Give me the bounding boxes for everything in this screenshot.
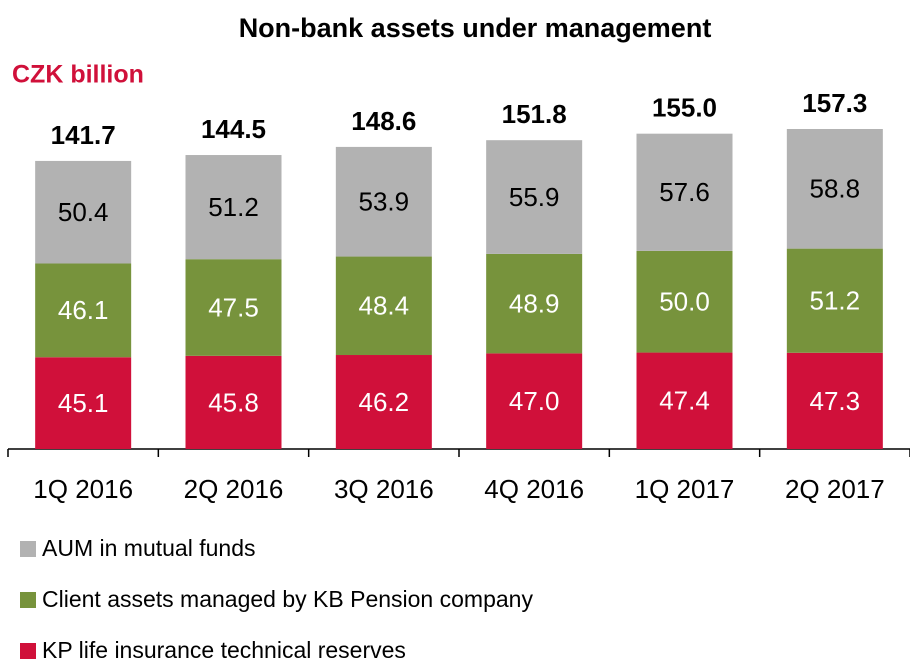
bar-segment	[636, 250, 733, 353]
bar-segment	[636, 133, 733, 251]
segment-label: 46.1	[58, 295, 109, 325]
segment-label: 46.2	[359, 387, 410, 417]
bar-segment	[786, 248, 883, 353]
chart-subtitle: CZK billion	[12, 61, 144, 89]
segment-label: 55.9	[509, 182, 560, 212]
legend-swatch	[20, 643, 36, 659]
total-label: 155.0	[652, 93, 717, 123]
bar-segment	[486, 253, 583, 354]
segment-label: 50.0	[659, 287, 710, 317]
segment-label: 48.4	[359, 291, 410, 321]
legend-swatch	[20, 592, 36, 608]
bar-segment	[486, 140, 583, 254]
legend-label: Client assets managed by KB Pension comp…	[42, 586, 533, 612]
segment-label: 51.2	[810, 286, 861, 316]
total-label: 151.8	[502, 99, 567, 129]
bar-segment	[335, 355, 432, 449]
bar-segment	[35, 357, 132, 449]
bar-segment	[185, 355, 282, 449]
x-tick-label: 2Q 2017	[785, 474, 885, 504]
bar-segment	[185, 155, 282, 260]
segment-label: 47.5	[208, 292, 259, 322]
total-label: 141.7	[51, 120, 116, 150]
x-tick-label: 2Q 2016	[184, 474, 284, 504]
segment-label: 50.4	[58, 197, 109, 227]
segment-label: 57.6	[659, 177, 710, 207]
bar-segment	[335, 256, 432, 356]
bar-segment	[486, 353, 583, 449]
legend-label: KP life insurance technical reserves	[42, 637, 406, 660]
segment-label: 45.1	[58, 388, 109, 418]
segment-label: 47.0	[509, 386, 560, 416]
total-label: 157.3	[802, 88, 867, 118]
segment-label: 45.8	[208, 387, 259, 417]
x-tick-label: 1Q 2016	[33, 474, 133, 504]
bar-segment	[786, 129, 883, 249]
segment-label: 53.9	[359, 187, 410, 217]
x-tick-label: 3Q 2016	[334, 474, 434, 504]
segment-label: 58.8	[810, 174, 861, 204]
segment-label: 47.4	[659, 386, 710, 416]
bar-segment	[335, 146, 432, 257]
x-tick-label: 4Q 2016	[484, 474, 584, 504]
x-tick-label: 1Q 2017	[635, 474, 735, 504]
total-label: 148.6	[351, 106, 416, 136]
total-label: 144.5	[201, 114, 266, 144]
segment-label: 47.3	[810, 386, 861, 416]
chart-title: Non-bank assets under management	[239, 13, 712, 43]
bar-segment	[636, 352, 733, 449]
bar-segment	[185, 259, 282, 356]
segment-label: 48.9	[509, 289, 560, 319]
bar-segment	[35, 160, 132, 264]
legend-swatch	[20, 541, 36, 557]
bar-segment	[786, 352, 883, 449]
legend-label: AUM in mutual funds	[42, 535, 255, 561]
bar-segment	[35, 263, 132, 358]
segment-label: 51.2	[208, 192, 259, 222]
